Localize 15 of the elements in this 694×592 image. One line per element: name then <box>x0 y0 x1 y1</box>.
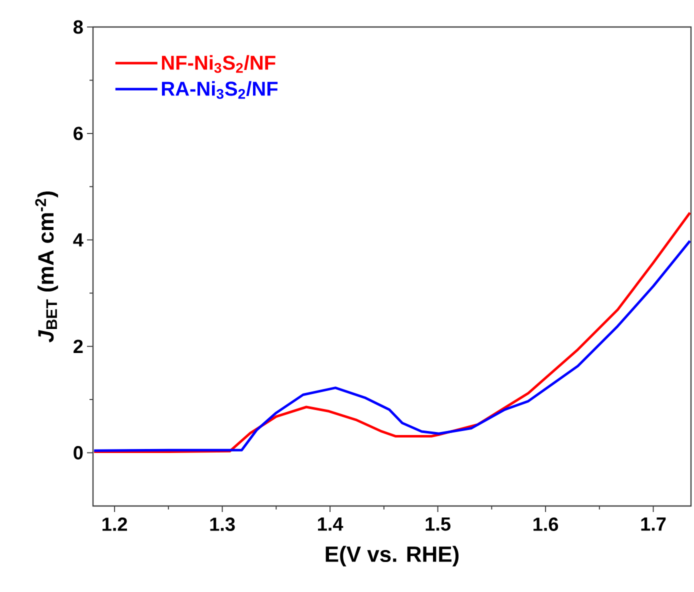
y-tick-label: 6 <box>74 126 83 140</box>
x-tick-label: 1.2 <box>102 518 127 531</box>
legend-label: NF-Ni$_{3}$S$_{2}$/NF <box>162 55 276 73</box>
x-axis-title: E(V vs. RHE) <box>326 546 459 566</box>
x-tick-label: 1.7 <box>641 518 666 531</box>
y-tick-label: 4 <box>73 233 84 246</box>
y-tick-label: 0 <box>74 446 83 460</box>
x-tick-label: 1.5 <box>426 518 450 531</box>
y-tick-label: 8 <box>74 20 83 34</box>
x-tick-label: 1.6 <box>534 518 558 531</box>
x-tick-label: 1.4 <box>318 518 344 531</box>
y-tick-label: 2 <box>74 340 83 353</box>
legend-label: RA-Ni$_{3}$S$_{2}$/NF <box>162 81 278 99</box>
y-axis-title: J$_{BET}$ (mA cm$^{-2}$) <box>35 191 58 342</box>
x-tick-label: 1.3 <box>210 518 235 532</box>
